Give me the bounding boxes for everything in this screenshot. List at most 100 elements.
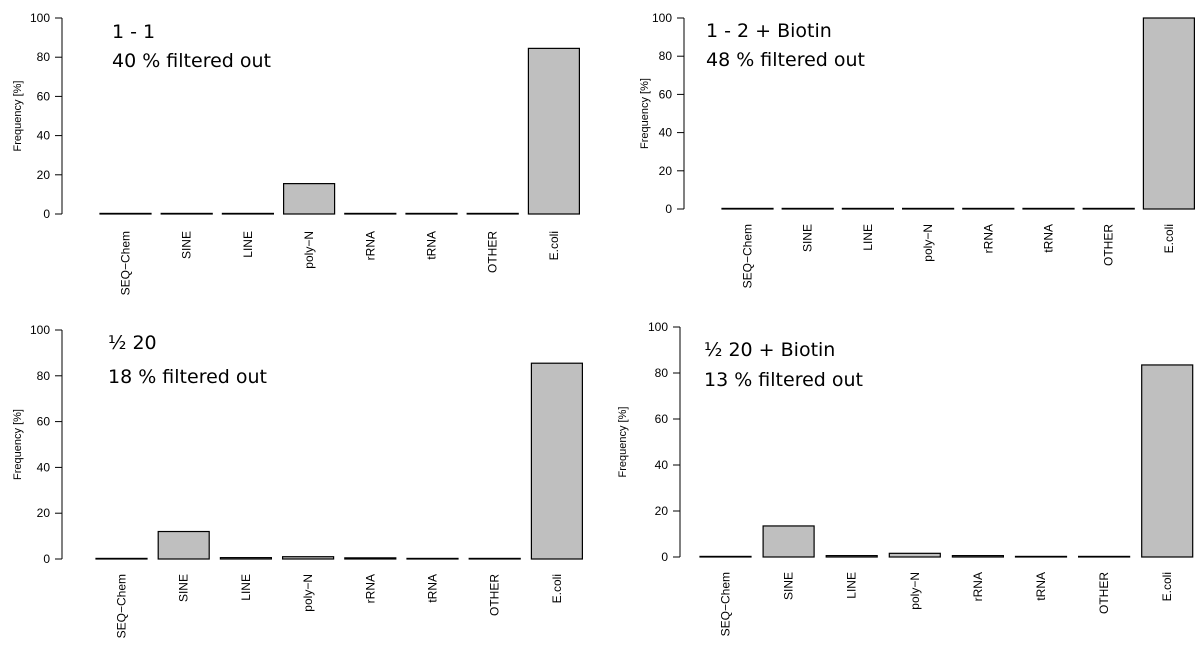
x-tick-label: OTHER: [1097, 572, 1111, 614]
panel-title: ½ 20 + Biotin: [704, 339, 835, 361]
x-tick-label: SINE: [177, 574, 191, 602]
bar-rrna: [951, 555, 1005, 558]
bar-rrna: [344, 212, 397, 215]
y-tick-label: 100: [30, 11, 50, 25]
bar-sine: [160, 212, 213, 215]
chart-panel-3: 0 20 40 60 80 100 Frequency [%] SEQ−Chem SINE LIN…: [12, 323, 584, 638]
chart-panel-4: 0 20 40 60 80 100 Frequency [%] SEQ−Chem SINE LIN…: [617, 320, 1194, 636]
x-tick-label: OTHER: [488, 574, 502, 616]
bar-seq-chem: [99, 212, 152, 215]
bar-e-coli: [530, 362, 584, 560]
chart-panel-2: 0 20 40 60 80 100 Frequency [%] SEQ−Chem SINE LIN…: [639, 11, 1196, 288]
x-tick-label: E.coli: [550, 574, 564, 603]
x-tick-label: poly−N: [921, 224, 935, 262]
bar-seq-chem: [699, 555, 752, 558]
x-tick-label: SEQ−Chem: [115, 574, 129, 638]
bar-poly-n: [888, 552, 941, 558]
y-tick-label: 40: [659, 126, 673, 140]
y-tick-label: 80: [37, 50, 51, 64]
y-tick-label: 40: [37, 129, 51, 143]
y-tick-label: 80: [655, 366, 669, 380]
x-tick-label: SINE: [180, 231, 194, 259]
bar-trna: [1022, 207, 1075, 210]
x-tick-label: poly−N: [301, 574, 315, 612]
x-tick-label: poly−N: [302, 231, 316, 269]
bar-line: [221, 212, 274, 215]
x-tick-label: OTHER: [486, 231, 500, 273]
chart-panel-1: 0 20 40 60 80 100 Frequency [%] SEQ−Chem SINE LIN…: [12, 11, 581, 295]
y-tick-label: 100: [652, 11, 672, 25]
panel-title: 1 - 2 + Biotin: [706, 20, 832, 42]
bar-poly-n: [283, 183, 336, 215]
x-tick-label: rRNA: [981, 224, 995, 253]
bar-sine: [762, 525, 815, 558]
bar-trna: [405, 212, 458, 215]
x-tick-label: tRNA: [426, 574, 440, 603]
y-tick-label: 60: [655, 412, 669, 426]
x-tick-label: SINE: [782, 572, 796, 600]
x-tick-label: SINE: [801, 224, 815, 252]
x-tick-label: OTHER: [1102, 224, 1116, 266]
bar-sine: [157, 530, 210, 560]
bar-trna: [406, 557, 459, 560]
y-tick-label: 20: [37, 168, 51, 182]
y-tick-label: 20: [655, 504, 669, 518]
x-tick-label: poly−N: [908, 572, 922, 610]
x-tick-label: LINE: [239, 574, 253, 601]
bar-line: [825, 555, 878, 558]
bar-seq-chem: [95, 557, 148, 560]
bar-other: [466, 212, 519, 215]
bar-other: [1082, 207, 1135, 210]
x-tick-label: LINE: [861, 224, 875, 251]
bar-poly-n: [282, 556, 335, 560]
bar-other: [1077, 555, 1131, 558]
x-tick-label: tRNA: [425, 231, 439, 260]
y-tick-label: 0: [43, 207, 50, 221]
bar-e-coli: [1142, 17, 1196, 210]
filtered-out-note: 18 % filtered out: [108, 366, 267, 388]
bar-line: [841, 207, 895, 210]
x-tick-label: SEQ−Chem: [741, 224, 755, 288]
bar-rrna: [344, 557, 397, 560]
x-tick-label: E.coli: [547, 231, 561, 260]
x-tick-label: tRNA: [1042, 224, 1056, 253]
x-tick-label: SEQ−Chem: [719, 572, 733, 636]
x-tick-label: SEQ−Chem: [119, 231, 133, 295]
y-tick-label: 0: [665, 202, 672, 216]
x-tick-label: LINE: [241, 231, 255, 258]
panel-title: ½ 20: [108, 332, 157, 354]
y-tick-label: 60: [37, 89, 51, 103]
y-tick-label: 0: [661, 550, 668, 564]
filtered-out-note: 40 % filtered out: [112, 50, 271, 72]
x-tick-label: rRNA: [363, 231, 377, 260]
bar-poly-n: [901, 207, 955, 210]
bar-line: [219, 557, 272, 560]
y-tick-label: 100: [30, 323, 50, 337]
x-tick-label: tRNA: [1034, 572, 1048, 601]
bar-rrna: [962, 207, 1015, 210]
y-axis-title: Frequency [%]: [12, 81, 24, 152]
filtered-out-note: 13 % filtered out: [704, 369, 863, 391]
y-tick-label: 80: [659, 49, 673, 63]
x-tick-label: rRNA: [363, 574, 377, 603]
y-axis-title: Frequency [%]: [617, 407, 629, 478]
bar-trna: [1014, 555, 1068, 558]
x-tick-label: E.coli: [1162, 224, 1176, 253]
y-axis-title: Frequency [%]: [639, 78, 651, 149]
bar-seq-chem: [721, 207, 774, 210]
y-tick-label: 40: [37, 460, 51, 474]
y-tick-label: 20: [37, 506, 51, 520]
bar-e-coli: [527, 47, 581, 215]
y-tick-label: 80: [37, 369, 51, 383]
y-tick-label: 0: [43, 552, 50, 566]
panel-title: 1 - 1: [112, 21, 155, 43]
x-tick-label: rRNA: [971, 572, 985, 601]
y-tick-label: 60: [659, 87, 673, 101]
bar-e-coli: [1141, 364, 1194, 558]
filtered-out-note: 48 % filtered out: [706, 49, 865, 71]
y-tick-label: 40: [655, 458, 669, 472]
y-tick-label: 100: [648, 320, 668, 334]
y-tick-label: 60: [37, 415, 51, 429]
y-tick-label: 20: [659, 164, 673, 178]
bar-other: [468, 557, 521, 560]
